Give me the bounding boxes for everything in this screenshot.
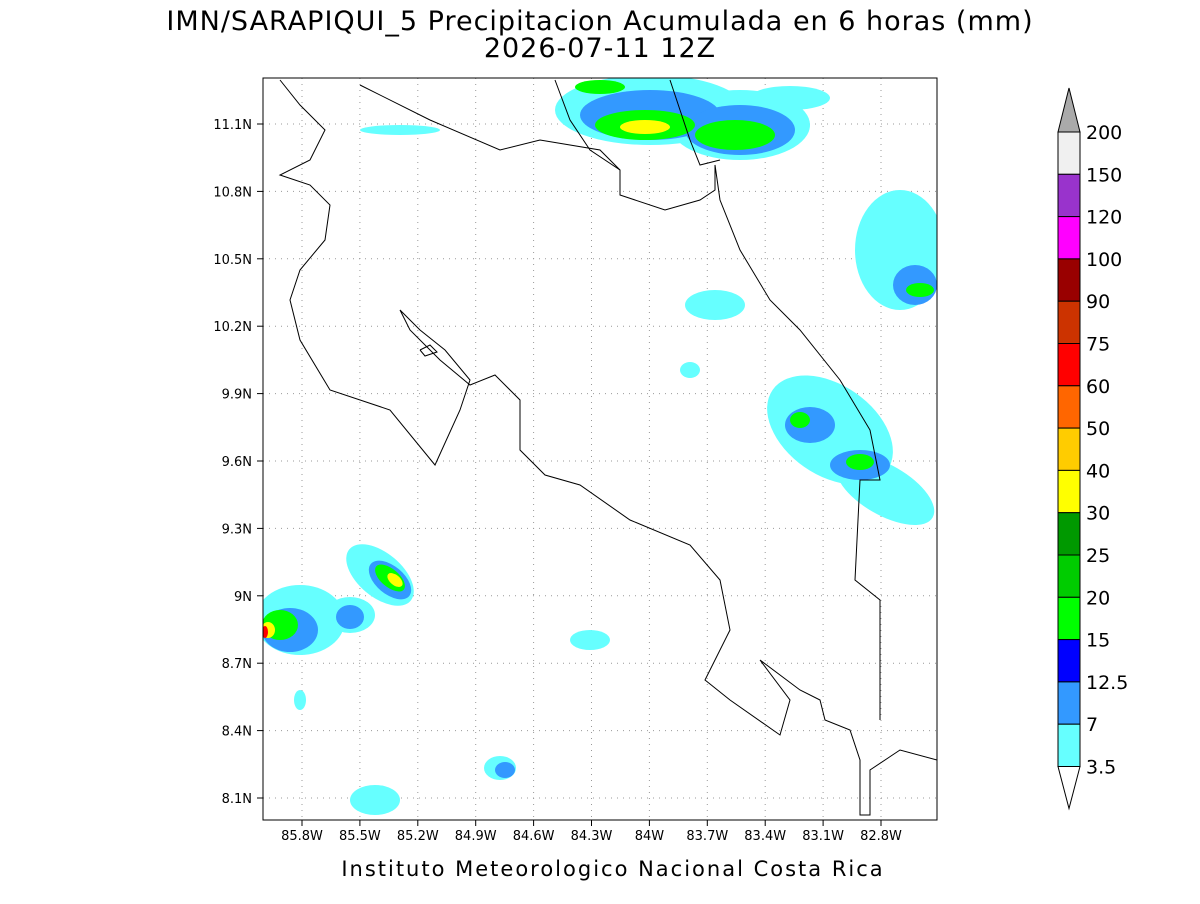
colorbar-bottom bbox=[1057, 766, 1081, 811]
colorbar-box bbox=[1057, 723, 1081, 768]
colorbar-box bbox=[1057, 173, 1081, 218]
colorbar: 200 150 120 100 90 75 60 50 40 30 25 20 15 12.5 7 3.5 bbox=[1057, 87, 1128, 811]
colorbar-box bbox=[1057, 427, 1081, 471]
colorbar-box bbox=[1057, 512, 1081, 556]
colorbar-label: 50 bbox=[1086, 418, 1110, 440]
lon-label: 83.4W bbox=[744, 829, 786, 844]
colorbar-label: 12.5 bbox=[1086, 672, 1128, 694]
colorbar-label: 20 bbox=[1086, 587, 1110, 609]
lon-label: 84.9W bbox=[455, 829, 497, 844]
lat-label: 10.2N bbox=[213, 320, 252, 335]
colorbar-label: 75 bbox=[1086, 334, 1110, 356]
colorbar-box bbox=[1057, 258, 1081, 302]
lon-label: 83.1W bbox=[802, 829, 844, 844]
colorbar-box bbox=[1057, 681, 1081, 725]
colorbar-label: 7 bbox=[1086, 714, 1098, 736]
map-frame bbox=[262, 77, 938, 821]
colorbar-label: 90 bbox=[1086, 291, 1110, 313]
lat-label: 9N bbox=[234, 590, 252, 605]
lon-label: 84.6W bbox=[513, 829, 555, 844]
colorbar-box bbox=[1057, 385, 1081, 429]
subtitle: 2026-07-11 12Z bbox=[484, 33, 716, 64]
lat-label: 9.3N bbox=[222, 522, 252, 537]
lon-label: 83.7W bbox=[686, 829, 728, 844]
lon-label: 85.5W bbox=[339, 829, 381, 844]
lat-label: 8.7N bbox=[222, 657, 252, 672]
colorbar-label: 150 bbox=[1086, 164, 1122, 186]
lat-label: 8.1N bbox=[222, 792, 252, 807]
colorbar-box bbox=[1057, 216, 1081, 260]
colorbar-label: 120 bbox=[1086, 207, 1122, 229]
lon-label: 84W bbox=[635, 829, 665, 844]
colorbar-box bbox=[1057, 554, 1081, 598]
colorbar-box bbox=[1057, 639, 1081, 683]
lon-label: 85.2W bbox=[397, 829, 439, 844]
lon-label: 85.8W bbox=[281, 829, 323, 844]
lon-label: 82.8W bbox=[860, 829, 902, 844]
colorbar-label: 15 bbox=[1086, 630, 1110, 652]
colorbar-box bbox=[1057, 469, 1081, 514]
colorbar-box bbox=[1057, 300, 1081, 345]
colorbar-label: 30 bbox=[1086, 503, 1110, 525]
colorbar-label: 40 bbox=[1086, 460, 1110, 482]
colorbar-label: 60 bbox=[1086, 376, 1110, 398]
lat-label: 9.9N bbox=[222, 388, 252, 403]
lat-label: 11.1N bbox=[213, 118, 252, 133]
colorbar-box bbox=[1057, 131, 1081, 175]
colorbar-box bbox=[1057, 343, 1081, 387]
lat-label: 10.8N bbox=[213, 185, 252, 200]
colorbar-top bbox=[1057, 87, 1081, 133]
lat-label: 8.4N bbox=[222, 725, 252, 740]
title: IMN/SARAPIQUI_5 Precipitacion Acumulada … bbox=[166, 6, 1033, 37]
colorbar-label: 100 bbox=[1086, 249, 1122, 271]
colorbar-label: 200 bbox=[1086, 122, 1122, 144]
colorbar-box bbox=[1057, 596, 1081, 641]
lat-label: 10.5N bbox=[213, 253, 252, 268]
lon-label: 84.3W bbox=[571, 829, 613, 844]
colorbar-label: 3.5 bbox=[1086, 757, 1116, 779]
footer: Instituto Meteorologico Nacional Costa R… bbox=[341, 857, 884, 881]
grid bbox=[257, 78, 937, 826]
precip-field bbox=[263, 78, 937, 815]
colorbar-label: 25 bbox=[1086, 545, 1110, 567]
coastline bbox=[278, 79, 937, 816]
lat-label: 9.6N bbox=[222, 455, 252, 470]
